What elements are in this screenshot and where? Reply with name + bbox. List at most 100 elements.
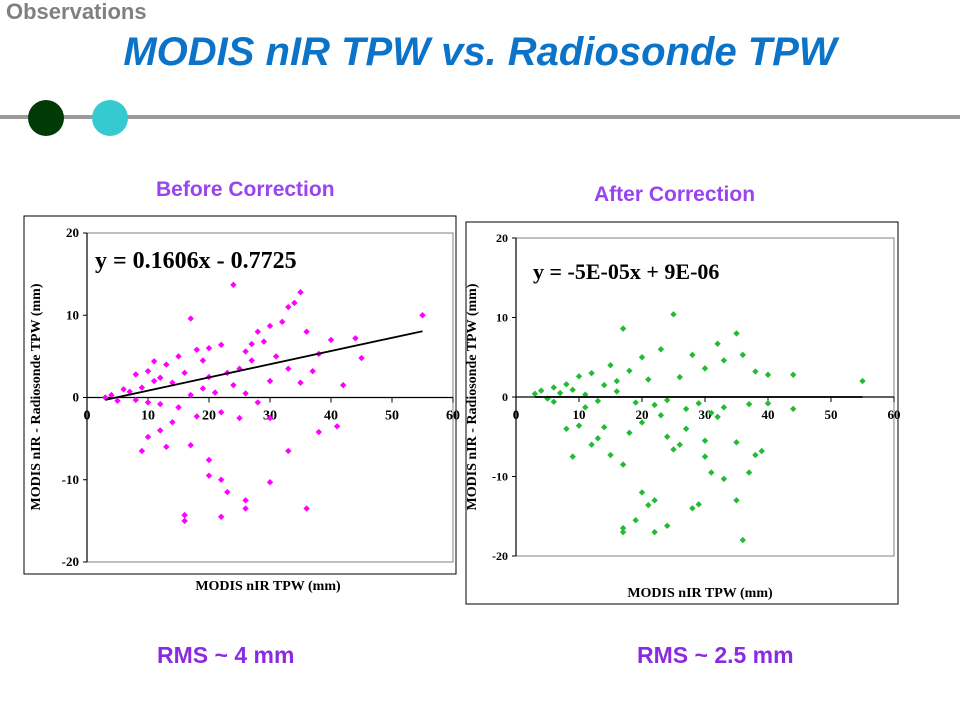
y-tick-label: -10 [62,472,79,487]
x-tick-label: 10 [141,409,155,424]
data-point [175,353,182,360]
data-point [163,443,170,451]
data-point [676,373,683,381]
data-point [199,357,207,364]
data-point [266,414,274,422]
data-point [626,367,633,374]
data-point [205,456,213,464]
data-point [619,461,627,468]
data-point [327,336,335,344]
data-point [132,371,139,378]
trendline [105,330,423,401]
data-point [645,376,652,383]
x-tick-label: 50 [825,407,838,422]
data-point [340,381,347,389]
data-point [181,511,188,519]
data-point [144,367,152,375]
data-point [714,413,721,421]
data-point [352,335,359,342]
data-point [187,442,194,449]
chart-frame [23,215,457,575]
x-tick-label: 30 [699,407,712,422]
data-point [619,524,627,532]
data-point [582,391,589,398]
data-point [607,362,614,369]
teal-bullet-icon [92,100,128,136]
data-point [144,433,152,441]
data-point [114,397,121,404]
section-label: Observations [6,0,147,24]
data-point [108,391,115,399]
data-point [309,367,316,375]
data-point [285,447,292,455]
y-tick-label: 20 [496,231,508,245]
data-point [695,400,702,407]
data-point [689,351,696,359]
data-point [733,497,740,504]
data-point [790,405,797,413]
data-point [563,425,570,432]
data-point [720,475,728,483]
data-point [632,517,639,524]
data-point [169,418,176,426]
data-point [594,397,602,405]
data-point [175,404,182,411]
x-tick-label: 20 [202,409,216,424]
data-point [242,390,249,397]
data-point [701,365,709,372]
data-point [120,386,127,393]
data-point [236,365,243,372]
data-point [733,330,740,337]
data-point [626,429,633,436]
data-point [607,451,614,459]
data-point [550,398,557,405]
y-axis-title: MODIS nIR - Radiosonde TPW (mm) [29,283,44,510]
x-tick-label: 40 [762,407,775,422]
data-point [266,377,274,385]
data-point [181,517,188,525]
data-point [150,358,158,365]
x-tick-label: 50 [385,409,399,424]
data-point [291,299,298,307]
y-axis-title: MODIS nIR - Radiosonde TPW (mm) [465,283,480,510]
data-point [745,469,753,476]
data-point [315,428,322,436]
y-tick-label: 0 [73,390,80,405]
data-point [297,289,304,296]
data-point [657,412,665,419]
data-point [333,423,341,430]
data-point [745,400,753,408]
data-point [720,404,728,411]
data-point [181,369,188,377]
rms-before-label: RMS ~ 4 mm [157,642,295,668]
data-point [682,425,690,432]
data-point [645,501,652,509]
y-tick-label: -20 [62,554,79,569]
data-point [708,409,715,417]
data-point [303,328,310,335]
data-point [664,433,671,440]
data-point [218,341,225,349]
data-point [764,371,772,378]
data-point [138,447,146,455]
data-point [664,522,671,529]
rms-after-label: RMS ~ 2.5 mm [637,642,794,668]
data-point [279,318,286,326]
data-point [211,389,219,396]
x-tick-label: 0 [84,409,91,424]
x-tick-label: 10 [573,407,586,422]
data-point [739,351,746,359]
data-point [144,399,152,406]
data-point [297,379,304,386]
data-point [550,384,557,391]
data-point [285,303,292,311]
data-point [638,354,646,361]
x-tick-label: 20 [636,407,649,422]
data-point [739,536,746,544]
y-tick-label: 0 [502,390,508,404]
chart-frame [465,221,899,605]
data-point [205,344,213,352]
before-correction-subtitle: Before Correction [156,178,335,201]
data-point [651,528,658,536]
